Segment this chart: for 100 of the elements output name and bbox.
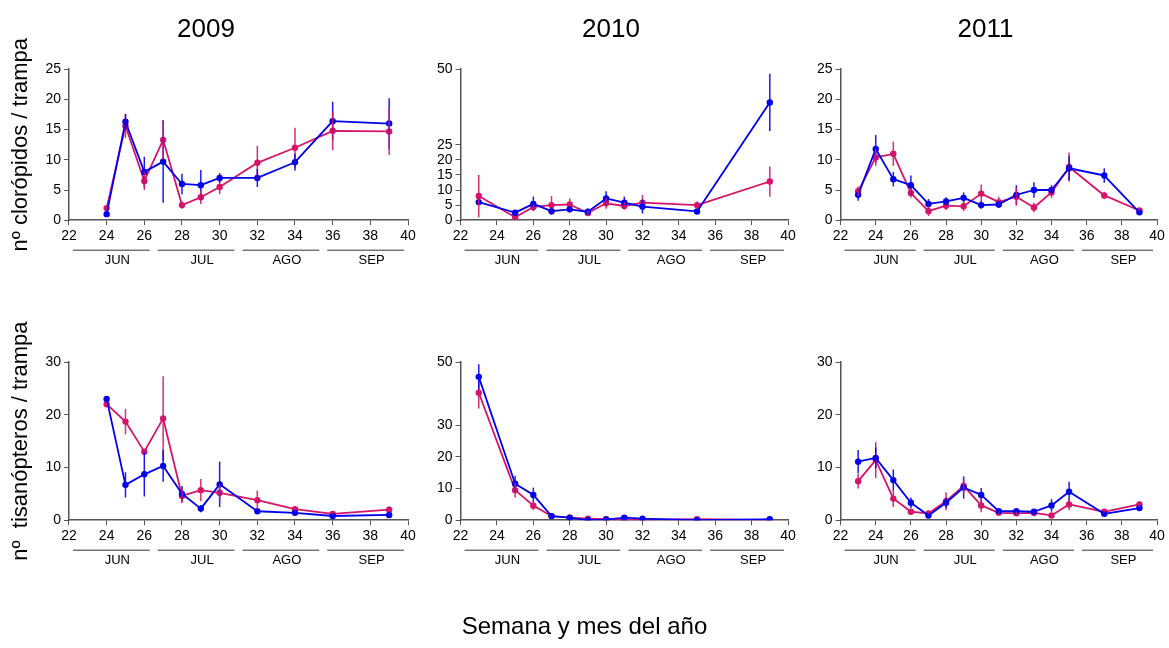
x-tick-label: 26	[136, 527, 153, 544]
y-tick-label: 20	[45, 90, 62, 107]
text: AGO	[272, 252, 302, 268]
x-tick-label: 22	[832, 527, 849, 544]
y-tick-label: 10	[816, 458, 833, 475]
y-axis-title: nº tisanópteros / trampa	[7, 320, 33, 561]
text: JUL	[953, 252, 977, 268]
x-tick-label: 40	[400, 227, 416, 244]
y-tick-label: 0	[824, 511, 833, 528]
y-tick-label: 20	[816, 90, 833, 107]
y-tick-label: 5	[824, 180, 833, 197]
x-axis-title: Semana y mes del año	[460, 612, 709, 640]
y-tick-label: 25	[436, 135, 453, 152]
x-tick-label: 38	[1114, 227, 1130, 244]
y-tick-label: 20	[816, 405, 833, 422]
text: JUL	[190, 252, 214, 268]
x-tick-label: 40	[780, 527, 796, 544]
x-tick-label: 24	[98, 527, 115, 544]
x-tick-label: 32	[1008, 527, 1025, 544]
text: JUN	[104, 552, 130, 568]
y-tick-label: 20	[436, 150, 453, 167]
x-tick-label: 32	[249, 527, 266, 544]
y-tick-label: 10	[436, 180, 453, 197]
y-tick-label: 50	[436, 60, 453, 77]
x-tick-label: 40	[1149, 227, 1165, 244]
x-tick-label: 32	[1008, 227, 1025, 244]
x-tick-label: 30	[211, 527, 228, 544]
text: SEP	[740, 252, 767, 268]
x-tick-label: 30	[973, 227, 990, 244]
text: JUL	[577, 552, 601, 568]
x-tick-label: 22	[61, 227, 77, 244]
text: JUN	[104, 252, 130, 268]
y-tick-label: 5	[53, 180, 62, 197]
x-tick-label: 28	[174, 227, 190, 244]
chart-title: 2011	[957, 12, 1014, 43]
x-tick-label: 22	[832, 227, 849, 244]
text: AGO	[656, 552, 686, 568]
y-tick-label: 20	[45, 405, 62, 422]
x-tick-label: 26	[525, 227, 542, 244]
x-tick-label: 30	[598, 527, 615, 544]
x-tick-label: 24	[489, 527, 505, 544]
text: JUN	[494, 552, 521, 568]
text: AGO	[656, 252, 686, 268]
x-tick-label: 28	[561, 227, 578, 244]
x-tick-label: 22	[61, 527, 77, 544]
y-tick-label: 10	[816, 150, 833, 167]
x-tick-label: 38	[362, 227, 379, 244]
y-tick-label: 0	[824, 211, 833, 228]
x-tick-label: 22	[452, 227, 469, 244]
text: SEP	[740, 552, 767, 568]
x-tick-label: 38	[1114, 527, 1130, 544]
x-tick-label: 40	[400, 527, 416, 544]
x-tick-label: 36	[1078, 527, 1095, 544]
x-tick-label: 34	[287, 527, 303, 544]
x-tick-label: 26	[903, 227, 919, 244]
x-tick-label: 30	[973, 527, 990, 544]
x-tick-label: 32	[634, 227, 651, 244]
text: JUN	[873, 552, 899, 568]
y-tick-label: 15	[816, 120, 833, 137]
x-tick-label: 28	[938, 527, 955, 544]
text: JUL	[190, 552, 214, 568]
x-tick-label: 36	[1078, 227, 1095, 244]
text: JUL	[577, 252, 601, 268]
x-tick-label: 30	[598, 227, 615, 244]
x-tick-label: 32	[249, 227, 266, 244]
text: SEP	[1110, 252, 1137, 268]
x-tick-label: 22	[452, 527, 469, 544]
text: JUL	[953, 552, 977, 568]
x-tick-label: 24	[867, 527, 884, 544]
text: SEP	[358, 552, 385, 568]
x-tick-label: 40	[780, 227, 796, 244]
x-tick-label: 26	[903, 527, 919, 544]
text: AGO	[1029, 552, 1059, 568]
x-tick-label: 24	[489, 227, 505, 244]
x-tick-label: 24	[867, 227, 884, 244]
y-tick-label: 0	[444, 511, 453, 528]
y-tick-label: 25	[816, 60, 833, 77]
x-tick-label: 36	[324, 527, 341, 544]
x-tick-label: 34	[287, 227, 303, 244]
y-tick-label: 15	[436, 165, 453, 182]
x-tick-label: 34	[671, 227, 687, 244]
x-tick-label: 36	[707, 227, 724, 244]
x-tick-label: 38	[362, 527, 379, 544]
y-tick-label: 25	[45, 60, 62, 77]
x-tick-label: 34	[671, 527, 687, 544]
x-tick-label: 28	[938, 227, 955, 244]
y-tick-label: 15	[45, 120, 62, 137]
y-tick-label: 10	[45, 150, 62, 167]
x-tick-label: 32	[634, 527, 651, 544]
x-tick-label: 26	[136, 227, 153, 244]
y-tick-label: 50	[436, 352, 453, 369]
x-tick-label: 38	[743, 527, 760, 544]
y-tick-label: 0	[53, 511, 62, 528]
y-tick-label: 30	[45, 352, 62, 369]
y-tick-label: 30	[436, 416, 453, 433]
x-tick-label: 34	[1043, 527, 1060, 544]
y-tick-label: 10	[436, 479, 453, 496]
text: SEP	[358, 252, 385, 268]
x-tick-label: 24	[98, 227, 115, 244]
text: SEP	[1110, 552, 1137, 568]
